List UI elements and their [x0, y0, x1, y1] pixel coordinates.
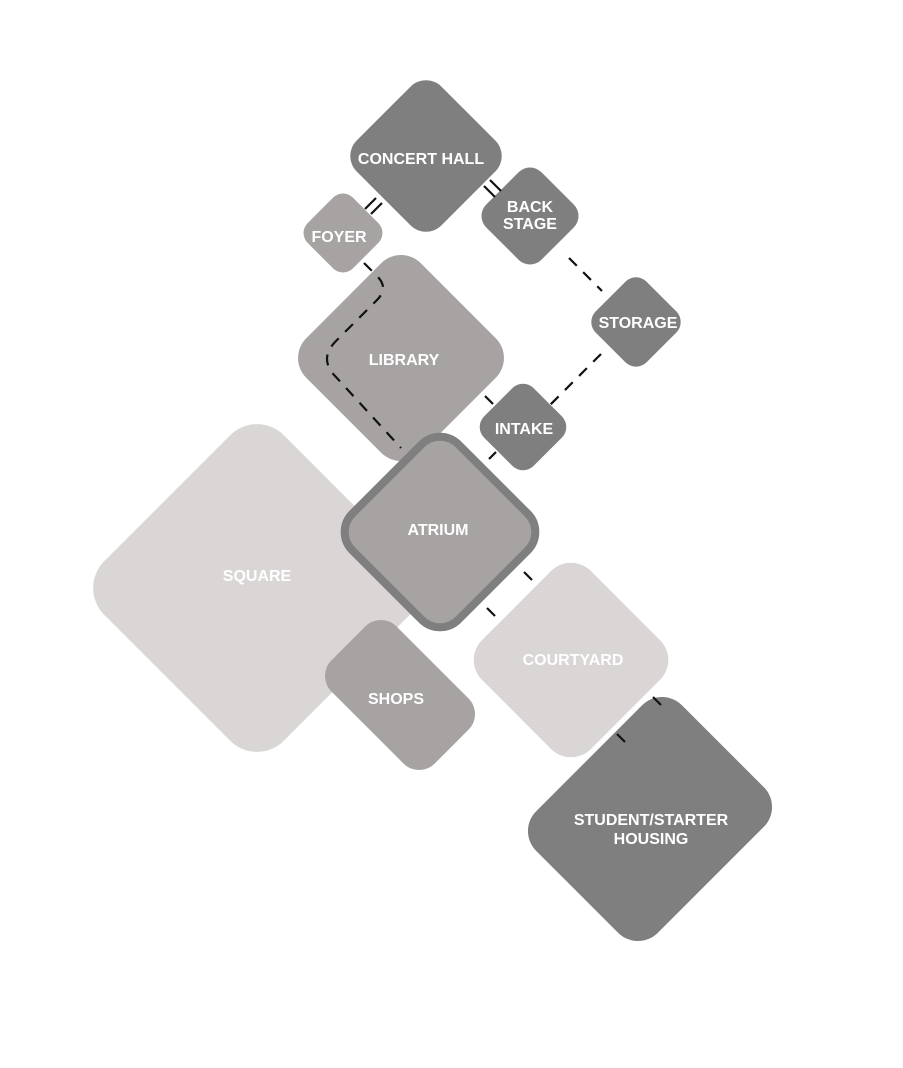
label-shops: SHOPS [368, 691, 424, 708]
connector-concert-hall-back-stage-2 [489, 179, 502, 192]
connector-storage-intake [549, 353, 602, 406]
label-atrium: ATRIUM [407, 522, 468, 539]
connector-library-intake [484, 395, 494, 405]
label-back-stage-line2: STAGE [503, 216, 557, 233]
labels: SQUARE SHOPS COURTYARD STUDENT/STARTER H… [223, 151, 729, 848]
connector-foyer-concert-hall-2 [370, 202, 383, 215]
label-library: LIBRARY [369, 352, 440, 369]
connector-concert-hall-back-stage [483, 185, 496, 198]
label-housing-line1: STUDENT/STARTER [574, 812, 729, 829]
connector-courtyard-housing-2 [616, 733, 626, 743]
connector-intake-atrium [488, 451, 497, 460]
label-back-stage-line1: BACK [507, 199, 554, 216]
connector-courtyard-housing [652, 696, 662, 706]
space-intake [479, 383, 567, 471]
space-concert-hall [350, 80, 502, 232]
label-square: SQUARE [223, 568, 292, 585]
connector-foyer-library-atrium [325, 262, 402, 449]
label-storage: STORAGE [599, 315, 678, 332]
label-courtyard: COURTYARD [523, 652, 624, 669]
connectors [325, 179, 662, 743]
space-library [298, 255, 504, 461]
connector-back-stage-storage [568, 257, 603, 292]
connector-atrium-shops [486, 607, 496, 617]
space-storage [591, 277, 681, 367]
space-atrium [340, 432, 540, 632]
connector-atrium-courtyard [523, 571, 533, 581]
label-concert-hall: CONCERT HALL [358, 151, 484, 168]
space-student-starter-housing [527, 696, 773, 942]
space-shops [324, 619, 476, 771]
connector-foyer-concert-hall [364, 197, 377, 210]
space-back-stage [481, 167, 579, 265]
space-foyer [303, 193, 383, 273]
label-intake: INTAKE [495, 421, 554, 438]
label-housing-line2: HOUSING [614, 831, 689, 848]
space-courtyard [473, 562, 669, 758]
label-foyer: FOYER [311, 229, 367, 246]
